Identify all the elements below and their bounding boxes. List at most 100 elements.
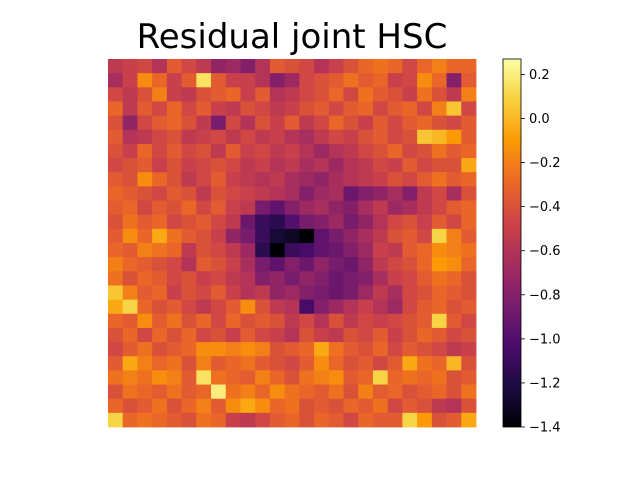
heatmap-cell [166, 384, 182, 400]
heatmap-cell [358, 327, 374, 343]
heatmap-cell [446, 158, 462, 173]
heatmap-cell [269, 87, 286, 102]
heatmap-cell [122, 129, 138, 145]
heatmap-cell [284, 73, 300, 88]
heatmap-cell [431, 384, 447, 400]
heatmap-cell [152, 370, 168, 385]
heatmap-cell [108, 285, 124, 301]
heatmap-cell [108, 143, 124, 159]
heatmap-cell [181, 370, 197, 385]
heatmap-cell [166, 73, 182, 88]
heatmap-cell [284, 356, 300, 371]
heatmap-cell [372, 115, 389, 131]
heatmap-cell [431, 87, 447, 102]
heatmap-cell [299, 115, 315, 131]
heatmap-cell [387, 143, 403, 159]
heatmap-cell [196, 129, 212, 145]
heatmap-cell [402, 115, 418, 131]
heatmap-cell [446, 87, 462, 102]
heatmap-cell [328, 342, 344, 357]
heatmap-cell [255, 257, 271, 272]
heatmap-cell [387, 299, 403, 315]
heatmap-cell [225, 285, 241, 301]
heatmap-cell [211, 398, 227, 414]
heatmap-cell [196, 398, 212, 414]
heatmap-cell [225, 214, 241, 230]
heatmap-cell [240, 158, 256, 173]
heatmap-cell [196, 243, 212, 258]
heatmap-cell [328, 87, 344, 102]
heatmap-cell [328, 186, 344, 201]
heatmap-cell [402, 158, 418, 173]
heatmap-cell [358, 158, 374, 173]
heatmap-cell [240, 313, 256, 329]
heatmap-cell [211, 158, 227, 173]
heatmap-cell [240, 143, 256, 159]
heatmap-cell [269, 342, 286, 357]
heatmap-cell [358, 370, 374, 385]
heatmap-cell [122, 143, 138, 159]
heatmap-cell [137, 214, 153, 230]
heatmap-cell [328, 412, 344, 428]
heatmap-cell [343, 313, 359, 329]
heatmap-cell [255, 87, 271, 102]
heatmap-cell [211, 143, 227, 159]
heatmap-cell [328, 243, 344, 258]
heatmap-cell [461, 214, 477, 230]
heatmap-cell [122, 370, 138, 385]
heatmap-cell [402, 59, 418, 74]
heatmap-cell [372, 327, 389, 343]
heatmap-cell [431, 143, 447, 159]
heatmap-cell [387, 214, 403, 230]
heatmap-cell [152, 158, 168, 173]
heatmap-cell [372, 101, 389, 117]
heatmap-cell [461, 327, 477, 343]
heatmap-cell [343, 200, 359, 216]
heatmap-cell [343, 285, 359, 301]
heatmap-cell [431, 158, 447, 173]
heatmap-cell [137, 115, 153, 131]
heatmap-cell [328, 356, 344, 371]
heatmap-cell [402, 129, 418, 145]
heatmap-cell [284, 398, 300, 414]
heatmap-cell [225, 384, 241, 400]
heatmap-cell [166, 412, 182, 428]
heatmap-cell [181, 299, 197, 315]
heatmap-cell [328, 285, 344, 301]
heatmap-cell [152, 59, 168, 74]
heatmap-cell [196, 370, 212, 385]
heatmap-cell [387, 271, 403, 286]
heatmap-cell [314, 87, 330, 102]
heatmap-cell [122, 101, 138, 117]
heatmap-cell [358, 228, 374, 244]
heatmap-cell [166, 200, 182, 216]
heatmap-cell [299, 384, 315, 400]
heatmap-cell [196, 101, 212, 117]
heatmap-cell [446, 115, 462, 131]
heatmap-cell [314, 214, 330, 230]
heatmap-cell [461, 115, 477, 131]
heatmap-cell [108, 384, 124, 400]
heatmap-cell [269, 285, 286, 301]
heatmap-cell [181, 158, 197, 173]
heatmap-cell [196, 214, 212, 230]
heatmap-cell [225, 313, 241, 329]
heatmap-cell [343, 101, 359, 117]
heatmap-cell [446, 412, 462, 428]
heatmap-cell [137, 271, 153, 286]
heatmap-cell [343, 73, 359, 88]
heatmap-cell [387, 73, 403, 88]
heatmap-cell [299, 228, 315, 244]
heatmap-cell [461, 271, 477, 286]
heatmap-cell [402, 313, 418, 329]
heatmap-cell [417, 59, 433, 74]
heatmap-cell [181, 356, 197, 371]
heatmap-cell [240, 412, 256, 428]
heatmap-cell [269, 370, 286, 385]
heatmap-cell [402, 257, 418, 272]
heatmap-cell [196, 59, 212, 74]
colorbar-tick-label: −1.4 [529, 421, 561, 436]
colorbar-tick-label: −0.2 [529, 156, 561, 171]
heatmap-cell [166, 115, 182, 131]
heatmap-cell [196, 342, 212, 357]
